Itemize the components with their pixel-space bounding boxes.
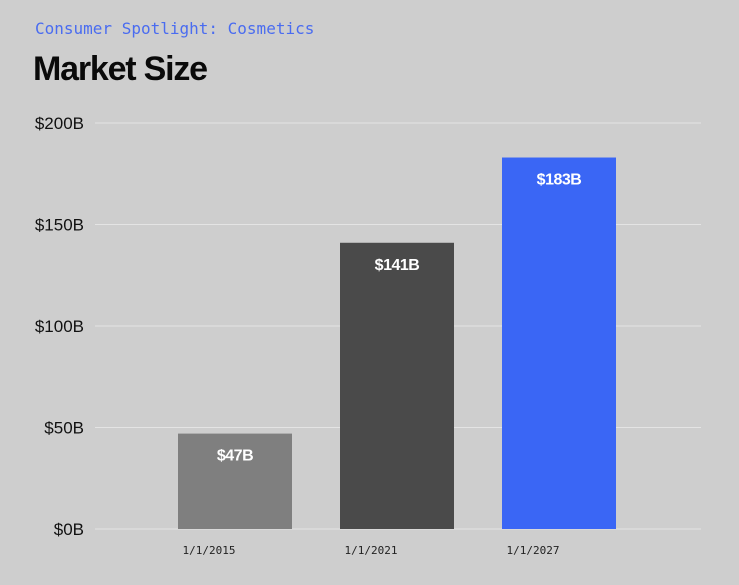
x-axis-ticks: 1/1/2015 1/1/2021 1/1/2027 — [183, 544, 560, 557]
x-tick-label: 1/1/2021 — [345, 544, 398, 557]
x-tick-label: 1/1/2015 — [183, 544, 236, 557]
bar — [340, 242, 454, 529]
y-tick-label: $200B — [35, 114, 84, 133]
bar-data-label: $183B — [537, 172, 582, 189]
bars: $47B $141B $183B — [178, 157, 616, 529]
y-tick-label: $100B — [35, 317, 84, 336]
chart-subtitle: Consumer Spotlight: Cosmetics — [35, 19, 315, 38]
y-axis-ticks: $0B $50B $100B $150B $200B — [35, 114, 84, 539]
bar — [178, 433, 292, 529]
y-tick-label: $0B — [54, 520, 84, 539]
x-tick-label: 1/1/2027 — [507, 544, 560, 557]
y-tick-label: $50B — [44, 419, 84, 438]
bar — [502, 157, 616, 529]
bar-data-label: $47B — [217, 448, 253, 465]
bar-data-label: $141B — [375, 257, 420, 274]
chart-title: Market Size — [33, 50, 208, 88]
y-tick-label: $150B — [35, 216, 84, 235]
